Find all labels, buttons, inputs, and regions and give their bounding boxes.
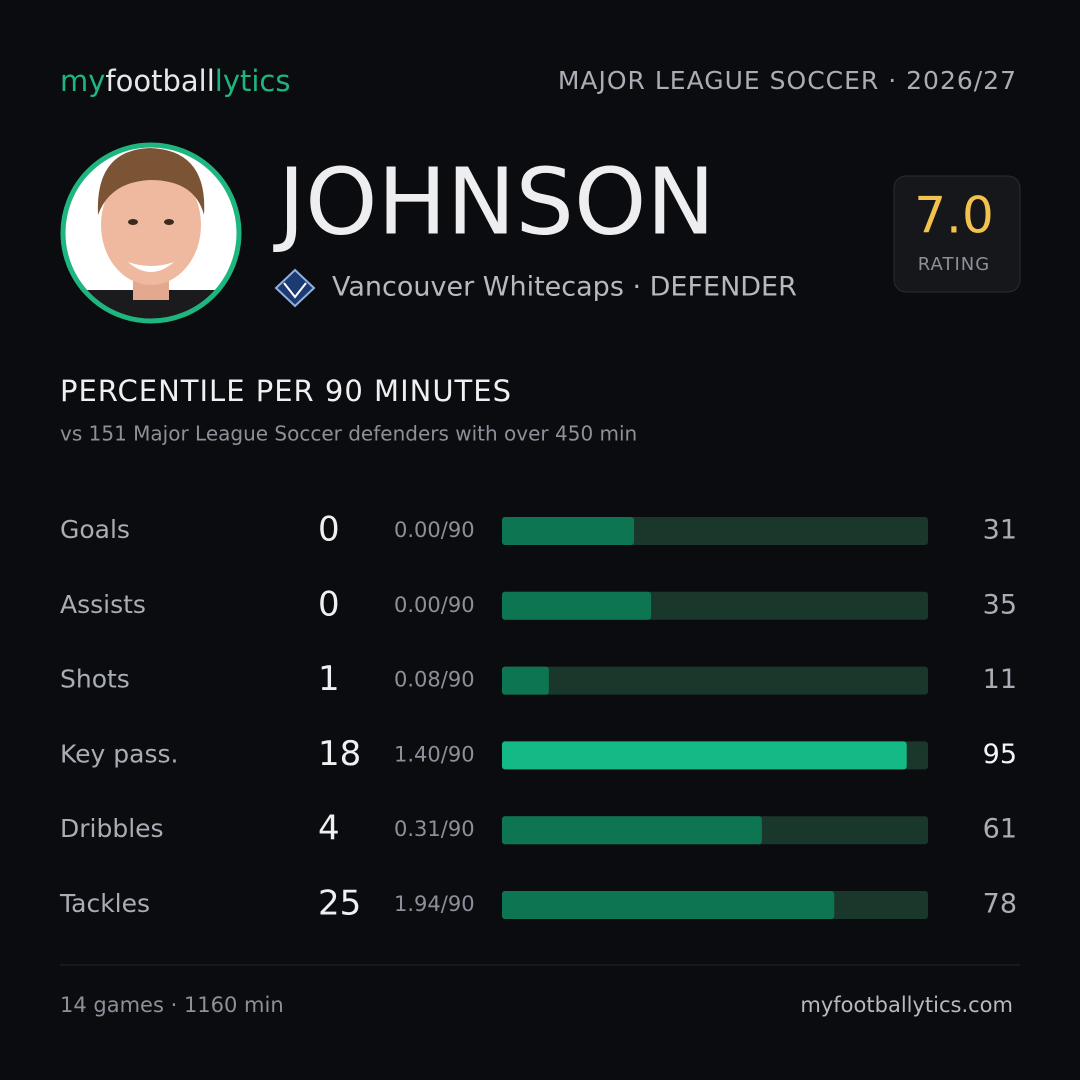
- brand-part: my: [60, 64, 105, 98]
- team-logo: [274, 268, 316, 308]
- stat-label: Assists: [60, 590, 146, 619]
- percentile-label: 61: [983, 814, 1017, 845]
- stat-total: 25: [318, 884, 361, 924]
- section-title: PERCENTILE PER 90 MINUTES: [60, 374, 512, 408]
- percentile-label: 31: [983, 515, 1017, 546]
- stat-label: Shots: [60, 665, 130, 694]
- stat-total: 1: [318, 659, 340, 699]
- rating-box: [893, 175, 1021, 293]
- stat-label: Goals: [60, 515, 130, 544]
- bar: [502, 741, 907, 770]
- percentile-label: 78: [983, 889, 1017, 920]
- bar-track: [502, 666, 928, 695]
- stat-per90: 1.94/90: [394, 892, 475, 916]
- brand-part: lytics: [215, 64, 291, 98]
- bar: [502, 517, 635, 545]
- percentile-label: 95: [983, 739, 1017, 770]
- stat-per90: 0.00/90: [394, 518, 475, 542]
- stat-total: 4: [318, 809, 340, 849]
- rating-value: 7.0: [914, 187, 994, 245]
- stat-label: Tackles: [59, 889, 150, 918]
- bar: [502, 666, 549, 695]
- stat-per90: 1.40/90: [394, 742, 475, 766]
- bar: [502, 591, 652, 620]
- stat-label: Key pass.: [60, 739, 178, 768]
- player-name: JOHNSON: [273, 148, 715, 255]
- stat-total: 0: [318, 584, 340, 624]
- percentile-label: 35: [983, 589, 1017, 620]
- percentile-label: 11: [983, 664, 1017, 695]
- brand: myfootballlytics: [60, 64, 290, 98]
- stat-label: Dribbles: [60, 814, 164, 843]
- team: Vancouver Whitecaps · DEFENDER: [332, 272, 797, 303]
- footer-summary: 14 games · 1160 min: [60, 993, 284, 1017]
- stat-total: 18: [318, 734, 361, 774]
- footer-site: myfootballytics.com: [800, 993, 1013, 1017]
- stat-per90: 0.00/90: [394, 593, 475, 617]
- stat-per90: 0.31/90: [394, 817, 475, 841]
- rating-label: RATING: [918, 254, 990, 275]
- league: MAJOR LEAGUE SOCCER · 2026/27: [558, 66, 1017, 95]
- bar: [502, 816, 762, 845]
- brand-part: football: [105, 64, 214, 98]
- bar: [502, 891, 835, 919]
- section-subtitle: vs 151 Major League Soccer defenders wit…: [60, 422, 637, 446]
- stat-per90: 0.08/90: [394, 668, 475, 692]
- stat-total: 0: [318, 510, 340, 550]
